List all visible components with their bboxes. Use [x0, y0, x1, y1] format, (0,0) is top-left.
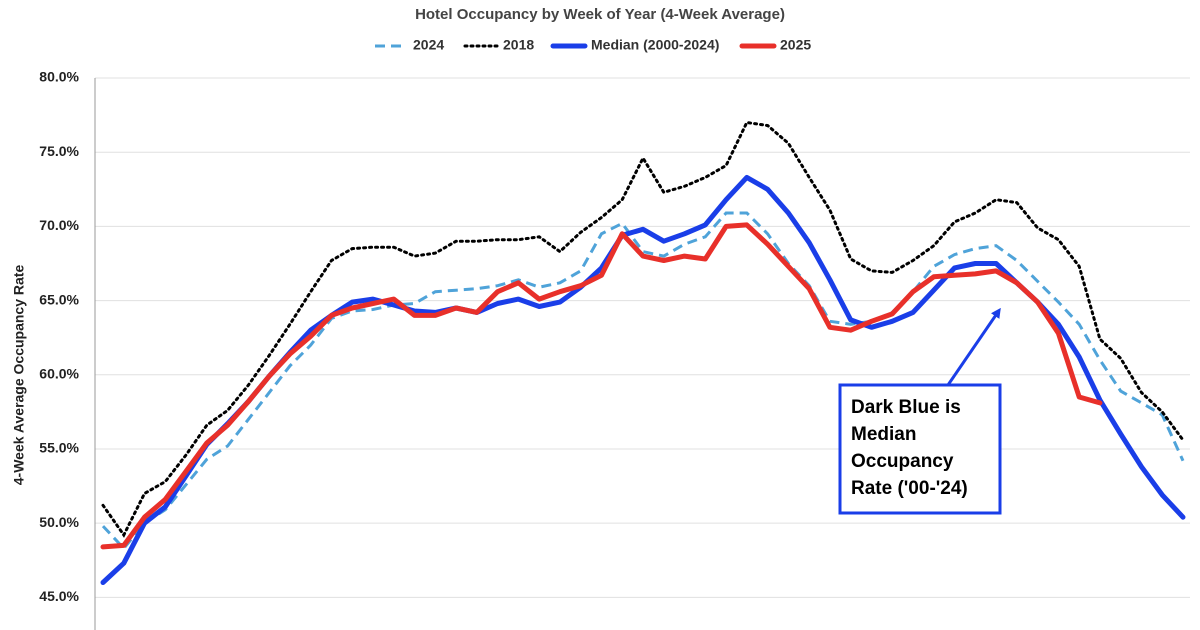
- series-line: [100, 222, 1103, 550]
- legend-label: 2025: [780, 37, 811, 53]
- legend-label: 2024: [413, 37, 444, 53]
- y-tick-label: 65.0%: [39, 291, 79, 307]
- annotation-text: Rate ('00-'24): [851, 478, 968, 499]
- y-tick-label: 50.0%: [39, 514, 79, 530]
- legend-label: 2018: [503, 37, 534, 53]
- y-tick-label: 75.0%: [39, 143, 79, 159]
- chart-title: Hotel Occupancy by Week of Year (4-Week …: [415, 6, 785, 23]
- y-tick-label: 45.0%: [39, 588, 79, 604]
- plot-area: [94, 77, 1190, 630]
- annotation-box: [838, 383, 1002, 515]
- y-axis-title: 4-Week Average Occupancy Rate: [11, 265, 27, 486]
- y-tick-label: 70.0%: [39, 217, 79, 233]
- annotation-text: Occupancy: [851, 451, 954, 472]
- series-line: [101, 120, 1185, 538]
- y-tick-label: 55.0%: [39, 440, 79, 456]
- legend-label: Median (2000-2024): [591, 37, 719, 53]
- annotation-text: Dark Blue is: [851, 397, 961, 418]
- y-tick-label: 60.0%: [39, 365, 79, 381]
- annotation: [838, 307, 1002, 515]
- y-tick-label: 80.0%: [39, 69, 79, 85]
- annotation-text: Median: [851, 424, 916, 445]
- annotation-arrow: [946, 307, 1001, 386]
